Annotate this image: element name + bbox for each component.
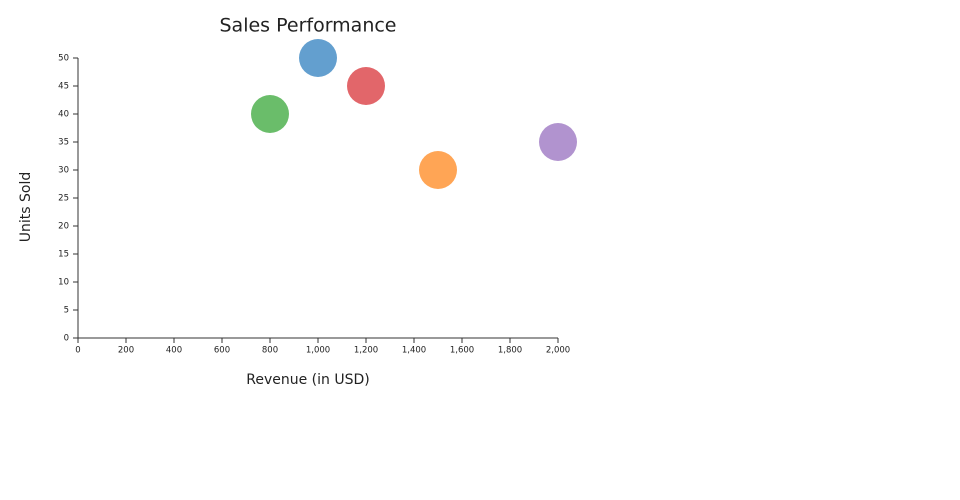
- point: [539, 123, 577, 161]
- y-tick-label: 5: [64, 306, 69, 316]
- y-tick-label: 30: [58, 166, 69, 176]
- x-tick-label: 600: [214, 346, 230, 356]
- y-tick-label: 45: [58, 82, 69, 92]
- x-tick-label: 0: [75, 346, 80, 356]
- y-axis-label: Units Sold: [18, 172, 34, 242]
- point: [299, 39, 337, 77]
- point: [251, 95, 289, 133]
- y-tick-label: 40: [58, 110, 69, 120]
- x-tick-label: 1,800: [498, 346, 522, 356]
- x-axis-label: Revenue (in USD): [246, 372, 369, 388]
- y-tick-label: 25: [58, 194, 69, 204]
- x-tick-label: 1,600: [450, 346, 474, 356]
- point: [347, 67, 385, 105]
- y-tick-label: 20: [58, 222, 69, 232]
- x-tick-label: 400: [166, 346, 182, 356]
- y-tick-label: 10: [58, 278, 69, 288]
- x-tick-label: 1,000: [306, 346, 330, 356]
- y-tick-label: 50: [58, 54, 69, 64]
- x-tick-label: 2,000: [546, 346, 570, 356]
- y-tick-label: 15: [58, 250, 69, 260]
- x-tick-label: 800: [262, 346, 278, 356]
- y-tick-label: 35: [58, 138, 69, 148]
- chart-title: Sales Performance: [219, 15, 396, 37]
- x-tick-label: 1,400: [402, 346, 426, 356]
- x-tick-label: 1,200: [354, 346, 378, 356]
- point: [419, 151, 457, 189]
- x-tick-label: 200: [118, 346, 134, 356]
- y-tick-label: 0: [64, 334, 69, 344]
